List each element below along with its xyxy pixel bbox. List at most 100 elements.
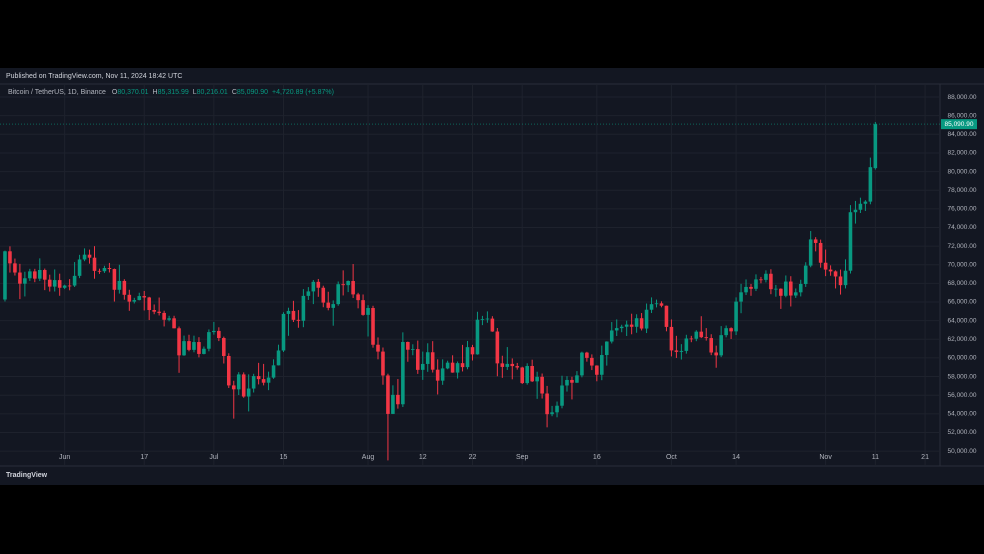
candle-body bbox=[411, 349, 415, 350]
candle-body bbox=[256, 376, 261, 380]
candle-body bbox=[152, 310, 156, 312]
candle-body bbox=[97, 270, 102, 272]
x-tick-label: 15 bbox=[280, 454, 288, 461]
candle-body bbox=[52, 280, 57, 287]
x-tick-label: 11 bbox=[872, 454, 879, 461]
x-tick-label: 14 bbox=[732, 454, 740, 461]
candle-body bbox=[107, 268, 112, 270]
y-tick-label: 62,000.00 bbox=[948, 336, 977, 343]
x-tick-label: Nov bbox=[819, 454, 832, 461]
candle-body bbox=[226, 355, 231, 386]
candle-body bbox=[67, 285, 72, 287]
candle-body bbox=[72, 275, 77, 286]
candle-body bbox=[843, 270, 848, 286]
candle-body bbox=[619, 326, 624, 329]
candle-body bbox=[331, 304, 336, 308]
legend-key: C bbox=[232, 89, 237, 96]
candle-body bbox=[286, 310, 291, 314]
panel bbox=[0, 68, 984, 485]
candle-body bbox=[669, 326, 674, 351]
y-tick-label: 54,000.00 bbox=[948, 411, 977, 418]
candles bbox=[0, 122, 940, 461]
candle-body bbox=[455, 363, 460, 373]
candle-body bbox=[590, 357, 594, 366]
candle-body bbox=[774, 288, 778, 290]
candle-body bbox=[246, 388, 251, 397]
candle-body bbox=[644, 309, 649, 329]
candle-body bbox=[803, 265, 808, 284]
candle-body bbox=[784, 281, 788, 296]
candle-body bbox=[873, 124, 878, 169]
y-tick-label: 74,000.00 bbox=[948, 224, 977, 231]
y-tick-label: 76,000.00 bbox=[948, 206, 977, 213]
candle-body bbox=[759, 279, 763, 281]
candle-body bbox=[435, 369, 440, 381]
y-tick-label: 58,000.00 bbox=[948, 373, 977, 380]
candle-body bbox=[321, 287, 326, 303]
candle-body bbox=[609, 330, 614, 342]
candle-body bbox=[8, 251, 12, 264]
candle-body bbox=[162, 312, 166, 320]
candle-body bbox=[585, 352, 589, 358]
candle-body bbox=[13, 263, 17, 273]
y-tick-label: 52,000.00 bbox=[948, 429, 977, 436]
candle-body bbox=[595, 365, 599, 375]
candle-body bbox=[127, 294, 132, 302]
candle-body bbox=[510, 363, 515, 367]
x-tick-label: Jun bbox=[59, 454, 70, 461]
legend-value: 85,315.99 bbox=[158, 89, 189, 96]
candle-body bbox=[401, 341, 405, 405]
candle-body bbox=[734, 301, 738, 332]
candle-body bbox=[137, 296, 142, 301]
candle-body bbox=[296, 319, 301, 321]
legend-key: L bbox=[193, 89, 197, 96]
candle-body bbox=[142, 296, 147, 298]
candle-body bbox=[500, 363, 505, 367]
candle-body bbox=[823, 262, 828, 270]
candle-body bbox=[440, 368, 445, 381]
candle-body bbox=[649, 304, 654, 310]
candle-body bbox=[570, 379, 574, 383]
candle-body bbox=[749, 286, 753, 289]
grid bbox=[0, 84, 940, 466]
brand: TradingView bbox=[6, 472, 48, 479]
x-tick-label: 22 bbox=[469, 454, 477, 461]
candle-body bbox=[381, 351, 385, 376]
y-tick-label: 50,000.00 bbox=[948, 448, 977, 455]
candle-body bbox=[779, 288, 783, 296]
candle-body bbox=[202, 348, 206, 354]
candle-body bbox=[406, 341, 410, 350]
candle-body bbox=[530, 366, 534, 382]
candle-body bbox=[391, 394, 395, 414]
candle-body bbox=[575, 375, 579, 383]
candle-body bbox=[207, 332, 211, 349]
candle-body bbox=[187, 341, 191, 350]
candle-body bbox=[450, 362, 455, 373]
candle-body bbox=[18, 272, 22, 284]
candle-body bbox=[311, 281, 316, 292]
candle-body bbox=[57, 280, 62, 288]
candle-body bbox=[366, 308, 370, 315]
y-tick-label: 82,000.00 bbox=[948, 150, 977, 157]
candle-body bbox=[376, 344, 380, 352]
candle-body bbox=[346, 281, 350, 286]
candle-body bbox=[560, 385, 564, 406]
candle-body bbox=[838, 276, 843, 286]
candle-body bbox=[808, 239, 813, 266]
candle-body bbox=[550, 412, 554, 415]
candle-body bbox=[505, 363, 510, 367]
x-tick-label: 17 bbox=[140, 454, 148, 461]
candle-body bbox=[261, 379, 266, 383]
candle-body bbox=[744, 286, 748, 293]
candle-body bbox=[540, 376, 544, 394]
candle-body bbox=[634, 318, 639, 327]
candle-body bbox=[326, 302, 331, 308]
candle-body bbox=[639, 318, 644, 329]
x-tick-label: Oct bbox=[666, 454, 677, 461]
candle-body bbox=[719, 335, 723, 356]
candle-body bbox=[212, 330, 216, 333]
labels: 50,000.00 52,000.00 54,000.00 56,000.00 58,0… bbox=[59, 94, 977, 461]
candle-body bbox=[465, 347, 470, 368]
candle-body bbox=[709, 338, 714, 353]
